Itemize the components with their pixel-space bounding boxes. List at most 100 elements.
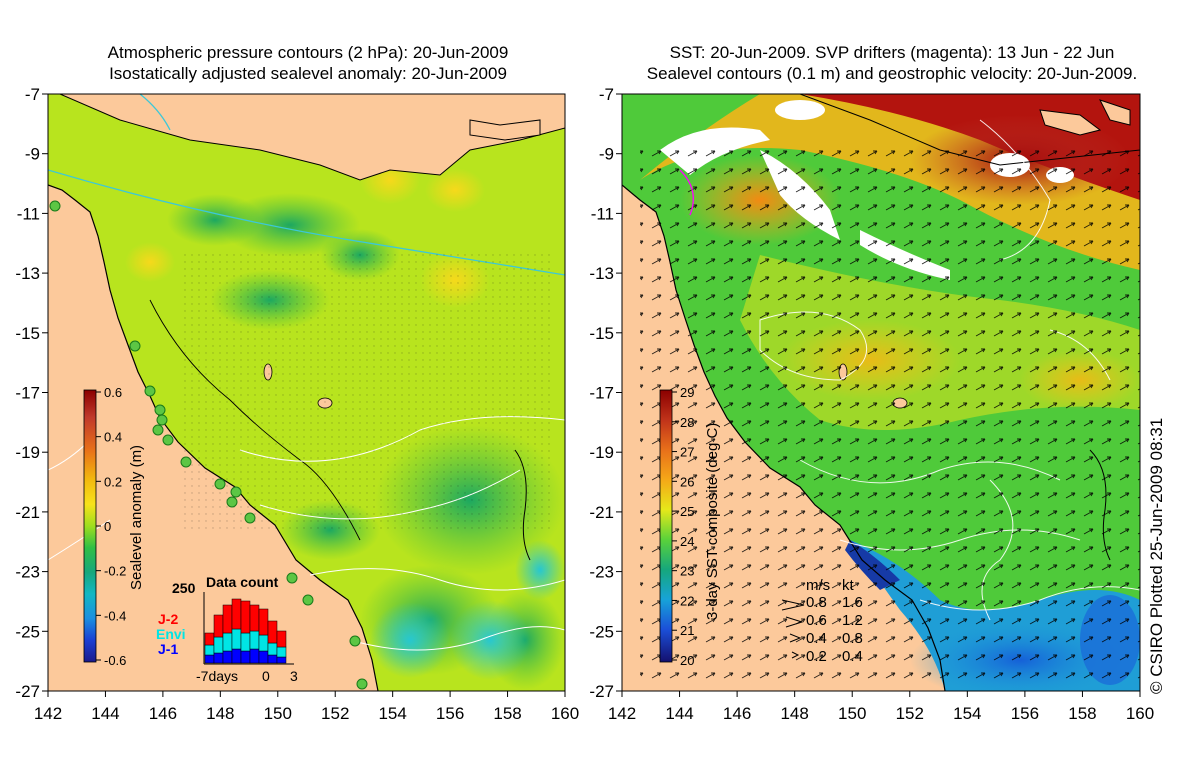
colorbar-tick-label: 29 <box>680 385 694 400</box>
right-y-tick-label: -7 <box>599 85 614 104</box>
left-y-tick-label: -21 <box>15 503 40 522</box>
data-count-bar <box>240 600 251 634</box>
right-x-tick-label: 150 <box>838 704 866 723</box>
left-x-tick-label: 160 <box>551 704 579 723</box>
right-x-tick-label: 154 <box>953 704 981 723</box>
colorbar-tick-label: 23 <box>680 564 694 579</box>
left-y-tick-label: -11 <box>17 204 40 223</box>
data-count-bar <box>231 648 242 664</box>
left-y-tick-label: -15 <box>15 324 40 343</box>
data-count-bar <box>249 648 260 664</box>
velocity-legend-ms-02: 0.2 <box>806 648 827 665</box>
left-x-tick-label: 144 <box>91 704 119 723</box>
data-count-ymax: 250 <box>172 580 196 596</box>
left-title-line2: Isostatically adjusted sealevel anomaly:… <box>109 64 507 83</box>
right-y-tick-label: -11 <box>591 204 614 223</box>
left-colorbar-label: Sealevel anomaly (m) <box>128 444 145 590</box>
legend-j2: J-2 <box>158 611 179 627</box>
data-count-bar <box>276 630 287 648</box>
left-y-tick-label: -19 <box>15 443 40 462</box>
data-count-title: Data count <box>206 574 279 590</box>
data-count-x-end: 3 <box>290 668 298 684</box>
colorbar-tick-label: -0.6 <box>104 653 126 668</box>
left-y-tick-label: -7 <box>25 85 40 104</box>
colorbar-tick-label: 0.2 <box>104 474 122 489</box>
data-count-bar <box>231 628 242 650</box>
data-count-bar <box>258 650 269 664</box>
data-count-bar <box>204 654 215 664</box>
colorbar-tick-label: 20 <box>680 653 694 668</box>
velocity-legend-ms-08: 0.8 <box>806 594 827 611</box>
right-x-tick-label: 144 <box>665 704 693 723</box>
data-count-bar <box>222 632 233 652</box>
tide-gauge-markers <box>49 200 368 690</box>
left-x-tick-label: 158 <box>493 704 521 723</box>
colorbar-tick-label: -0.2 <box>104 564 126 579</box>
velocity-legend-arrows <box>781 599 805 659</box>
colorbar-tick-label: 0 <box>104 519 111 534</box>
colorbar-tick-label: 0.6 <box>104 385 122 400</box>
velocity-legend-kt-08: 0.8 <box>842 630 863 647</box>
data-count-x-start: -7days <box>196 668 239 684</box>
right-y-tick-label: -21 <box>589 503 614 522</box>
data-count-bar <box>222 604 233 634</box>
left-y-tick-label: -9 <box>25 145 40 164</box>
data-count-bar <box>240 632 251 652</box>
left-title-line1: Atmospheric pressure contours (2 hPa): 2… <box>107 43 509 62</box>
velocity-legend-ms-04: 0.4 <box>806 630 827 647</box>
colorbar-tick-label: 0.4 <box>104 430 122 445</box>
colorbar-tick-label: 22 <box>680 593 694 608</box>
left-y-tick-label: -27 <box>15 682 40 701</box>
data-count-bar <box>240 650 251 664</box>
right-title-line2: Sealevel contours (0.1 m) and geostrophi… <box>646 64 1138 83</box>
colorbar-tick-label: 25 <box>680 504 694 519</box>
right-x-tick-label: 146 <box>723 704 751 723</box>
left-x-tick-label: 154 <box>378 704 406 723</box>
data-count-bar <box>276 646 287 658</box>
right-y-tick-label: -17 <box>589 384 614 403</box>
right-map <box>622 94 1140 691</box>
data-count-bar <box>213 652 224 664</box>
right-x-tick-label: 158 <box>1068 704 1096 723</box>
velocity-legend-kt-12: 1.2 <box>842 612 863 629</box>
velocity-legend-kt-04: 0.4 <box>842 648 863 665</box>
right-x-tick-label: 160 <box>1126 704 1154 723</box>
credit-text: © CSIRO Plotted 25-Jun-2009 08:31 <box>1147 417 1166 694</box>
data-count-bar <box>258 608 269 636</box>
velocity-legend-kt-16: 1.6 <box>842 594 863 611</box>
data-count-bar <box>204 632 215 646</box>
left-x-tick-label: 156 <box>436 704 464 723</box>
left-x-tick-label: 148 <box>206 704 234 723</box>
data-count-bar <box>213 614 224 638</box>
right-x-tick-label: 152 <box>896 704 924 723</box>
colorbar-tick-label: 26 <box>680 474 694 489</box>
colorbar-tick-label: 28 <box>680 415 694 430</box>
left-colorbar: 0.6 0.4 0.2 0 -0.2 -0.4 -0.6 <box>83 385 126 668</box>
colorbar-tick-label: 21 <box>680 623 694 638</box>
left-x-tick-label: 152 <box>321 704 349 723</box>
left-x-tick-label: 150 <box>264 704 292 723</box>
left-y-tick-label: -25 <box>15 622 40 641</box>
velocity-legend-ms-06: 0.6 <box>806 612 827 629</box>
legend-envi: Envi <box>156 626 186 642</box>
left-x-tick-label: 146 <box>149 704 177 723</box>
data-count-x-zero: 0 <box>262 668 270 684</box>
left-y-tick-label: -17 <box>15 384 40 403</box>
right-y-tick-label: -25 <box>589 622 614 641</box>
data-count-bar <box>267 620 278 644</box>
data-count-bar <box>249 630 260 650</box>
right-title-line1: SST: 20-Jun-2009. SVP drifters (magenta)… <box>669 43 1115 62</box>
left-y-tick-label: -23 <box>15 563 40 582</box>
data-count-bar <box>222 650 233 664</box>
right-x-tick-label: 148 <box>780 704 808 723</box>
right-colorbar: 29 28 27 26 25 24 23 22 21 20 <box>659 385 694 668</box>
data-count-bar <box>231 598 242 630</box>
data-count-bar <box>267 654 278 664</box>
velocity-legend-head-kt: kt <box>842 577 854 594</box>
left-y-tick-label: -13 <box>15 264 40 283</box>
legend-j1: J-1 <box>158 641 179 657</box>
right-y-tick-label: -13 <box>589 264 614 283</box>
data-count-bar <box>204 644 215 656</box>
colorbar-tick-label: -0.4 <box>104 608 126 623</box>
